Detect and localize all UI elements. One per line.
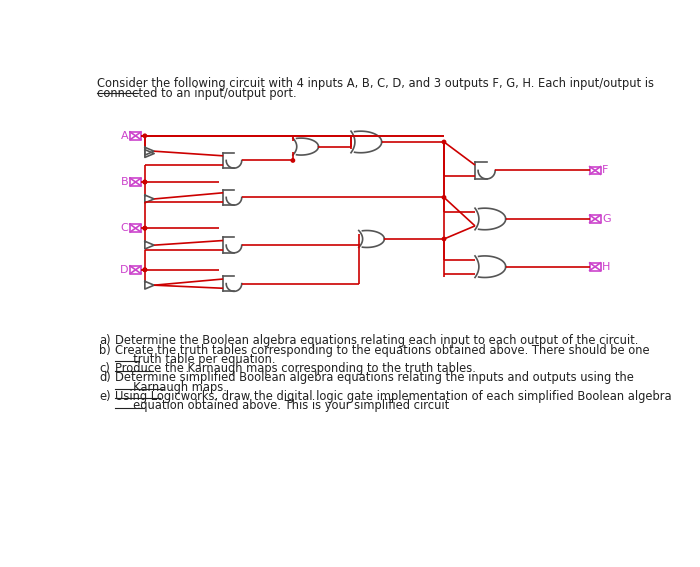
Text: D: D	[120, 265, 129, 275]
Text: G: G	[602, 214, 610, 224]
Text: Produce the Karnaugh maps corresponding to the truth tables.: Produce the Karnaugh maps corresponding …	[116, 362, 476, 375]
Text: c): c)	[99, 362, 110, 375]
Text: B: B	[121, 177, 129, 187]
Circle shape	[143, 226, 146, 230]
Text: Determine the Boolean algebra equations relating each input to each output of th: Determine the Boolean algebra equations …	[116, 335, 639, 348]
Circle shape	[143, 226, 146, 230]
Circle shape	[143, 268, 146, 272]
Text: C: C	[121, 223, 129, 233]
Text: Karnaugh maps.: Karnaugh maps.	[116, 380, 228, 393]
Circle shape	[442, 196, 446, 199]
Text: H: H	[602, 262, 610, 272]
Circle shape	[143, 180, 146, 184]
Text: connected to an input/output port.: connected to an input/output port.	[97, 87, 296, 100]
Circle shape	[143, 180, 146, 184]
Text: truth table per equation.: truth table per equation.	[116, 353, 276, 366]
Circle shape	[143, 268, 146, 272]
Text: equation obtained above. This is your simplified circuit: equation obtained above. This is your si…	[116, 399, 449, 412]
Text: b): b)	[99, 344, 111, 357]
Text: a): a)	[99, 335, 111, 348]
Text: Using Logicworks, draw the digital logic gate implementation of each simplified : Using Logicworks, draw the digital logic…	[116, 390, 672, 403]
Text: e): e)	[99, 390, 111, 403]
Text: A: A	[121, 131, 129, 141]
Text: Determine simplified Boolean algebra equations relating the inputs and outputs u: Determine simplified Boolean algebra equ…	[116, 371, 634, 384]
Circle shape	[291, 159, 295, 162]
Circle shape	[442, 237, 446, 240]
Circle shape	[143, 134, 146, 137]
Text: Consider the following circuit with 4 inputs A, B, C, D, and 3 outputs F, G, H. : Consider the following circuit with 4 in…	[97, 77, 654, 90]
Text: Create the truth tables corresponding to the equations obtained above. There sho: Create the truth tables corresponding to…	[116, 344, 650, 357]
Text: F: F	[602, 166, 608, 175]
Text: d): d)	[99, 371, 111, 384]
Circle shape	[442, 140, 446, 143]
